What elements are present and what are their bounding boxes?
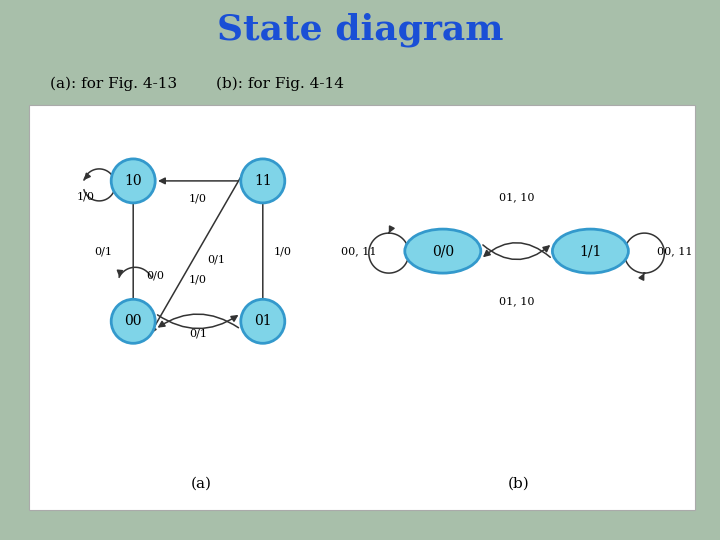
Text: 10: 10 <box>125 174 142 188</box>
Text: 0/1: 0/1 <box>94 246 112 256</box>
Text: 1/0: 1/0 <box>189 274 207 284</box>
Bar <box>29 105 695 510</box>
Text: (b): for Fig. 4-14: (b): for Fig. 4-14 <box>216 77 344 91</box>
Circle shape <box>240 159 285 203</box>
Text: 1/0: 1/0 <box>274 246 292 256</box>
Circle shape <box>111 159 156 203</box>
Text: 1/0: 1/0 <box>189 194 207 204</box>
Text: 1/1: 1/1 <box>579 244 602 258</box>
Text: 11: 11 <box>254 174 271 188</box>
Ellipse shape <box>405 229 481 273</box>
Text: 1/0: 1/0 <box>76 192 94 202</box>
Circle shape <box>111 299 156 343</box>
Ellipse shape <box>552 229 629 273</box>
Text: State diagram: State diagram <box>217 12 503 47</box>
Text: 00, 11: 00, 11 <box>657 246 692 256</box>
Text: (b): (b) <box>508 476 529 490</box>
Text: 0/1: 0/1 <box>207 254 225 264</box>
Text: 01: 01 <box>254 314 271 328</box>
Circle shape <box>240 299 285 343</box>
Text: 01, 10: 01, 10 <box>499 296 534 306</box>
Text: 00, 11: 00, 11 <box>341 246 377 256</box>
Text: (a): for Fig. 4-13: (a): for Fig. 4-13 <box>50 77 178 91</box>
Text: 0/0: 0/0 <box>146 271 164 280</box>
Text: 0/0: 0/0 <box>432 244 454 258</box>
Text: 00: 00 <box>125 314 142 328</box>
Text: 01, 10: 01, 10 <box>499 192 534 202</box>
Text: 0/1: 0/1 <box>189 328 207 338</box>
Text: (a): (a) <box>191 476 212 490</box>
